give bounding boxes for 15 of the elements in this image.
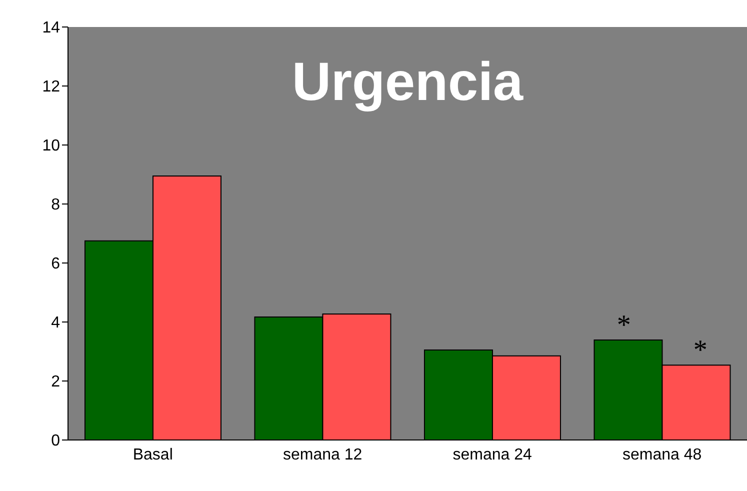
y-tick-label: 8 [51,196,60,214]
y-tick-label: 14 [42,20,60,37]
annotation: * [693,335,708,366]
x-tick-label: semana 12 [283,446,362,464]
text: Urgencia [292,52,524,112]
y-tick-label: 2 [51,374,60,391]
annotation: * [616,310,631,341]
x-tick-label: semana 48 [622,446,702,464]
y-tick-label: 10 [42,138,60,155]
y-tick-label: 12 [42,78,60,96]
y-tick-label: 6 [51,256,60,273]
y-tick-label: 4 [51,314,60,332]
x-tick-label: semana 24 [452,446,532,464]
y-tick-label: 0 [51,432,60,450]
x-tick-label: Basal [132,446,173,464]
